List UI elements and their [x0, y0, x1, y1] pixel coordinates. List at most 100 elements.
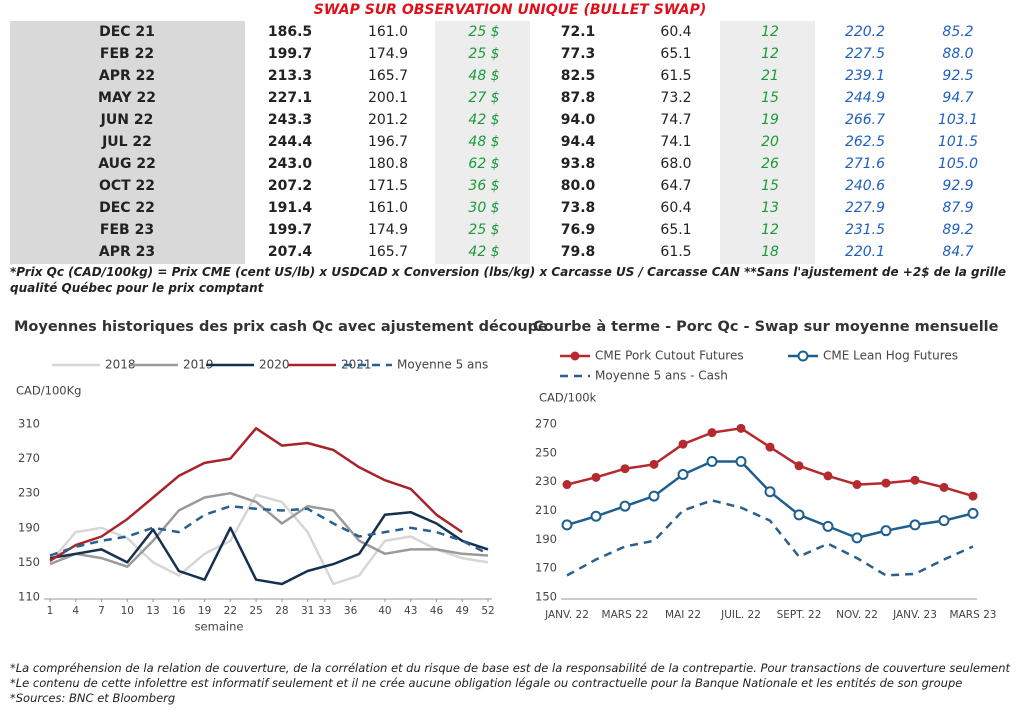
- series-line: [49, 504, 489, 557]
- table-cell: 231.5: [845, 222, 885, 238]
- marker: [851, 532, 863, 544]
- table-cell: 92.9: [942, 178, 973, 194]
- table-cell: 243.3: [268, 112, 312, 128]
- x-axis-label: semaine: [195, 620, 244, 634]
- disclaimer: *Sources: BNC et Bloomberg: [10, 691, 176, 705]
- marker: [881, 478, 891, 488]
- disclaimer: *Le contenu de cette infolettre est info…: [10, 676, 963, 690]
- table-cell: 92.5: [942, 68, 973, 84]
- marker: [880, 525, 892, 537]
- row-label: APR 22: [99, 68, 155, 84]
- table-cell: 244.9: [845, 90, 885, 106]
- table-cell: 12: [761, 222, 779, 238]
- table-cell: 80.0: [561, 178, 596, 194]
- table-cell: 30 $: [468, 200, 499, 216]
- table-cell: 161.0: [368, 200, 408, 216]
- x-tick-label: 4: [72, 605, 79, 617]
- table-cell: 213.3: [268, 68, 312, 84]
- table-cell: 262.5: [845, 134, 885, 150]
- x-tick-label: 13: [146, 605, 159, 617]
- y-tick-label: 170: [535, 561, 557, 575]
- table-cell: 62 $: [468, 156, 499, 172]
- table-cell: 60.4: [660, 200, 691, 216]
- row-label: MAY 22: [98, 90, 156, 106]
- legend-label: 2019: [183, 358, 214, 372]
- table-cell: 94.7: [942, 90, 973, 106]
- x-tick-label: 49: [456, 605, 469, 617]
- table-cell: 60.4: [660, 24, 691, 40]
- table-cell: 12: [761, 24, 779, 40]
- x-tick-label: JUIL. 22: [720, 609, 761, 621]
- table-cell: 21: [761, 68, 779, 84]
- series-line: [566, 499, 974, 577]
- table-cell: 94.0: [561, 112, 596, 128]
- table-cell: 84.7: [942, 244, 973, 260]
- table-cell: 25 $: [468, 222, 499, 238]
- table-cell: 94.4: [561, 134, 596, 150]
- legend-marker: [570, 351, 580, 361]
- marker: [938, 515, 950, 527]
- marker: [591, 472, 601, 482]
- legend-label: Moyenne 5 ans: [397, 358, 488, 372]
- table-cell: 220.2: [845, 24, 885, 40]
- marker: [707, 428, 717, 438]
- legend-label: 2020: [259, 358, 290, 372]
- table-cell: 64.7: [660, 178, 691, 194]
- row-label: DEC 22: [99, 200, 155, 216]
- legend-label: Moyenne 5 ans - Cash: [595, 369, 728, 383]
- marker: [852, 480, 862, 490]
- marker: [620, 464, 630, 474]
- table-cell: 200.1: [368, 90, 408, 106]
- table-cell: 74.7: [660, 112, 691, 128]
- x-tick-label: 19: [198, 605, 211, 617]
- y-tick-label: 270: [535, 417, 557, 431]
- marker: [765, 442, 775, 452]
- table-cell: 42 $: [468, 244, 499, 260]
- y-axis-label: CAD/100Kg: [16, 384, 81, 398]
- chart-title: Moyennes historiques des prix cash Qc av…: [14, 319, 548, 335]
- x-tick-label: 36: [344, 605, 358, 617]
- table-cell: 25 $: [468, 24, 499, 40]
- table-cell: 61.5: [660, 68, 691, 84]
- table-cell: 266.7: [845, 112, 885, 128]
- column-bg: [720, 21, 815, 264]
- row-label: FEB 23: [100, 222, 154, 238]
- table-cell: 271.6: [845, 156, 885, 172]
- table-cell: 105.0: [938, 156, 978, 172]
- row-label: DEC 21: [99, 24, 155, 40]
- footnote: *Prix Qc (CAD/100kg) = Prix CME (cent US…: [10, 265, 1007, 295]
- x-tick-label: 25: [249, 605, 262, 617]
- marker: [823, 471, 833, 481]
- table-cell: 27 $: [468, 90, 499, 106]
- marker: [590, 510, 602, 522]
- table-cell: 36 $: [468, 178, 499, 194]
- marker: [939, 482, 949, 492]
- chart-title: Courbe à terme - Porc Qc - Swap sur moye…: [533, 319, 999, 335]
- row-label: APR 23: [99, 244, 155, 260]
- table-cell: 87.8: [561, 90, 596, 106]
- table-cell: 25 $: [468, 46, 499, 62]
- table-cell: 73.8: [561, 200, 596, 216]
- row-label: AUG 22: [98, 156, 156, 172]
- y-tick-label: 230: [18, 486, 40, 500]
- x-tick-label: 28: [275, 605, 288, 617]
- x-tick-label: 16: [172, 605, 186, 617]
- series-line: [49, 493, 489, 586]
- table-cell: 244.4: [268, 134, 313, 150]
- marker: [794, 461, 804, 471]
- marker: [764, 486, 776, 498]
- table-cell: 15: [761, 90, 779, 106]
- table-cell: 199.7: [268, 46, 312, 62]
- x-tick-label: 1: [47, 605, 54, 617]
- table-cell: 227.1: [268, 90, 312, 106]
- table-cell: 196.7: [368, 134, 408, 150]
- table-cell: 85.2: [942, 24, 973, 40]
- legend-marker: [797, 350, 809, 362]
- table-cell: 243.0: [268, 156, 313, 172]
- table-cell: 207.4: [268, 244, 313, 260]
- row-label: FEB 22: [100, 46, 154, 62]
- x-tick-label: MARS 22: [602, 609, 649, 621]
- month-column-bg: [10, 21, 245, 264]
- row-label: JUN 22: [100, 112, 154, 128]
- table-cell: 68.0: [660, 156, 691, 172]
